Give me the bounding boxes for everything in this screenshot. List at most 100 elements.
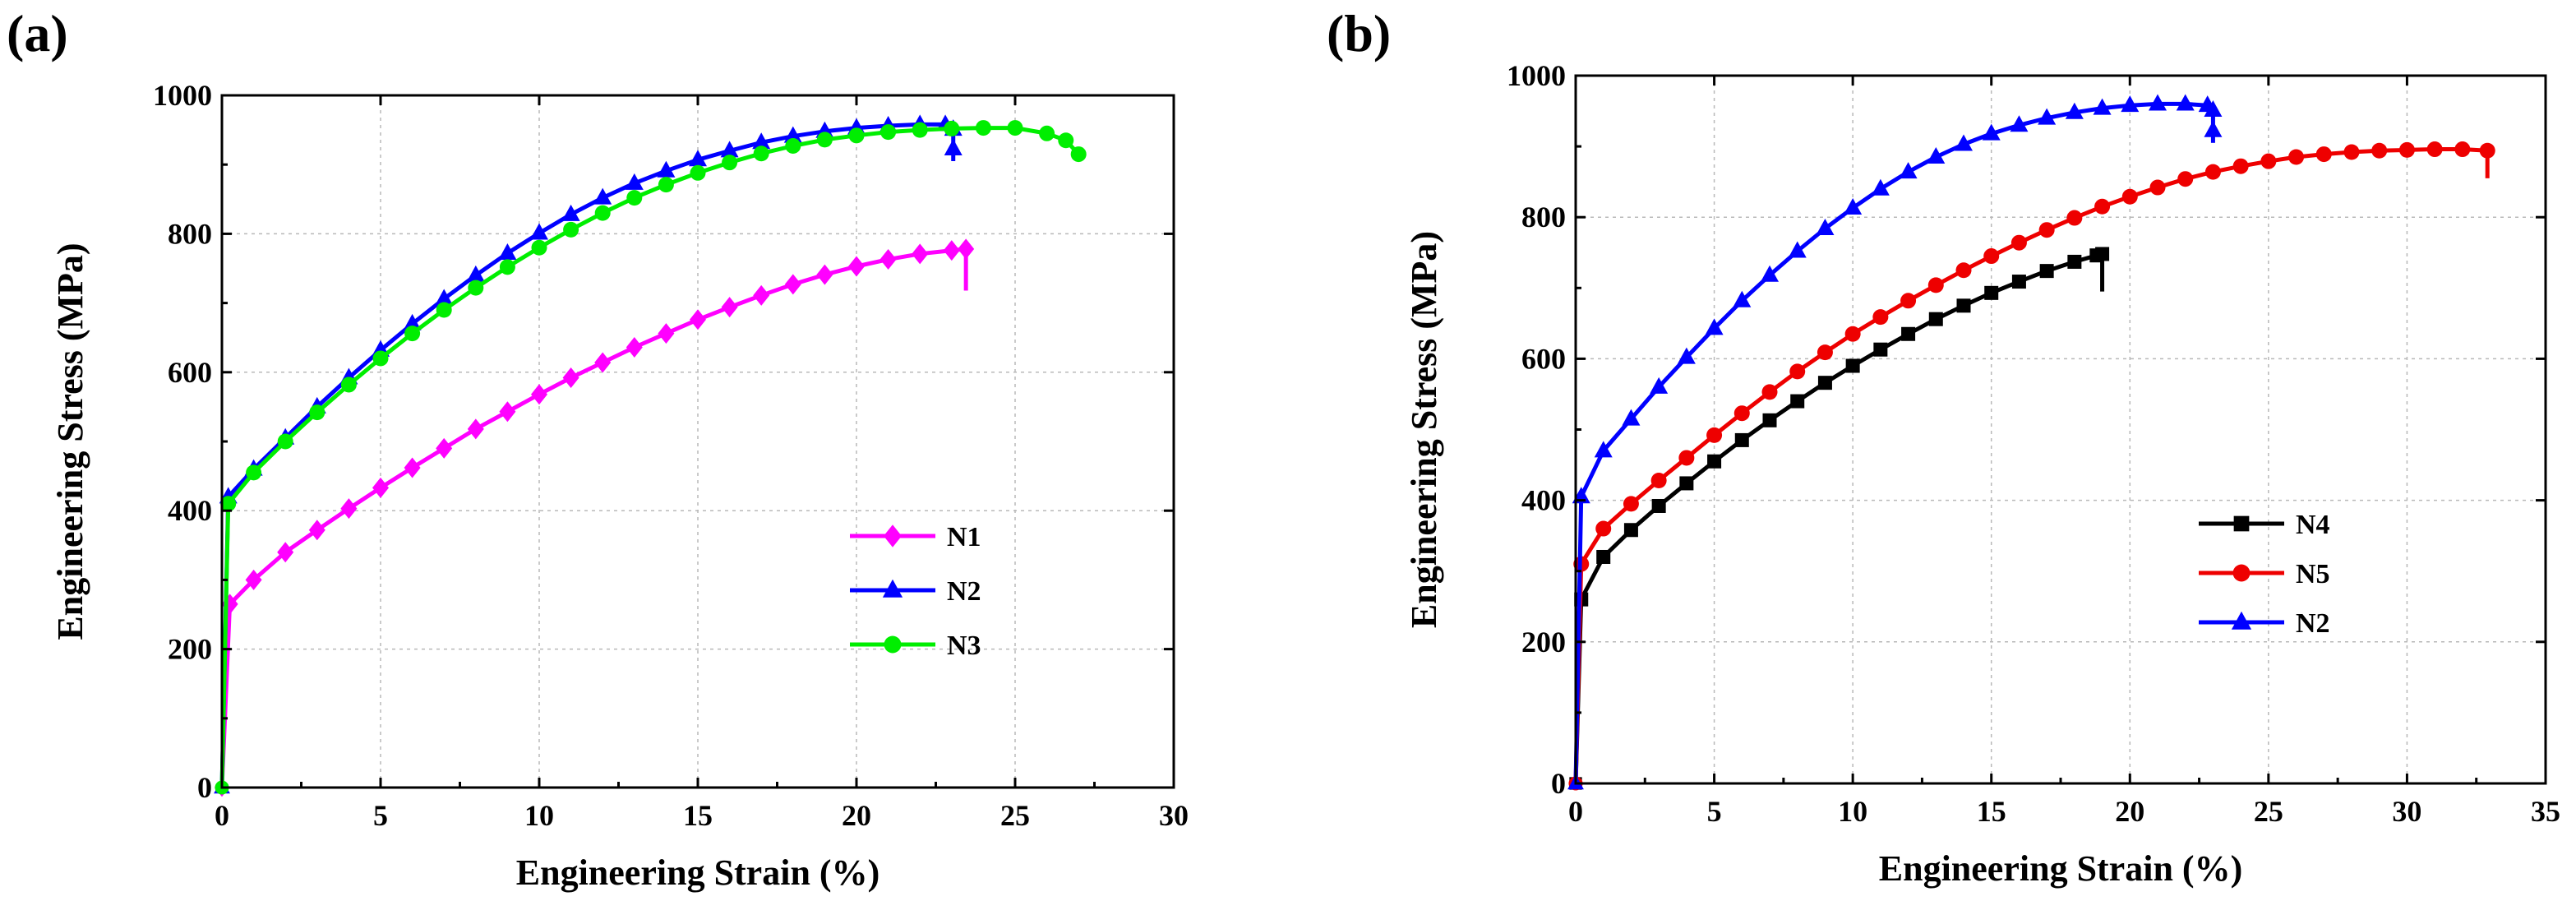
data-point bbox=[816, 132, 833, 148]
data-point bbox=[594, 352, 612, 373]
data-point bbox=[531, 239, 547, 256]
data-point bbox=[308, 520, 325, 541]
data-point bbox=[1596, 549, 1611, 564]
data-point bbox=[1927, 277, 1944, 293]
x-tick-label: 25 bbox=[2254, 795, 2283, 828]
data-point bbox=[848, 127, 865, 144]
data-point bbox=[1983, 248, 2000, 265]
series-line-n3 bbox=[219, 126, 1081, 788]
data-point bbox=[309, 404, 325, 421]
data-point bbox=[563, 221, 579, 238]
data-point bbox=[783, 126, 802, 143]
data-point bbox=[372, 350, 389, 367]
x-tick-label: 0 bbox=[1568, 795, 1583, 828]
x-tick-label: 35 bbox=[2531, 795, 2560, 828]
y-tick-label: 600 bbox=[168, 356, 212, 389]
series-line-n2 bbox=[1573, 101, 2215, 784]
data-point bbox=[340, 498, 358, 520]
data-point bbox=[658, 323, 675, 344]
data-point bbox=[2204, 164, 2221, 180]
legend-marker bbox=[2233, 515, 2250, 532]
data-point bbox=[975, 120, 991, 136]
legend-label: N5 bbox=[2296, 559, 2330, 589]
x-tick-label: 15 bbox=[1977, 795, 2006, 828]
data-point bbox=[1790, 394, 1805, 409]
data-point bbox=[2371, 142, 2388, 159]
x-tick-label: 10 bbox=[1838, 795, 1867, 828]
data-point bbox=[626, 336, 643, 358]
series-n5-b bbox=[1568, 141, 2495, 791]
data-point bbox=[468, 280, 484, 296]
data-point bbox=[2095, 247, 2110, 261]
y-tick-label: 600 bbox=[1521, 342, 1566, 375]
data-point bbox=[625, 173, 644, 190]
data-point bbox=[245, 569, 262, 590]
data-point bbox=[277, 433, 293, 450]
x-tick-label: 5 bbox=[373, 799, 388, 832]
data-point bbox=[2398, 141, 2415, 158]
data-point bbox=[1651, 498, 1666, 513]
data-point bbox=[880, 124, 897, 141]
data-point bbox=[626, 190, 643, 206]
data-point bbox=[690, 309, 706, 330]
legend-marker bbox=[884, 524, 902, 547]
x-tick-label: 20 bbox=[2115, 795, 2144, 828]
legend-marker bbox=[884, 635, 902, 654]
x-tick-label: 15 bbox=[683, 799, 713, 832]
data-point bbox=[2176, 94, 2195, 111]
data-point bbox=[753, 284, 770, 306]
y-tick-label: 200 bbox=[168, 633, 212, 666]
data-point bbox=[1623, 496, 1639, 512]
data-point bbox=[958, 238, 975, 260]
series-n2-a bbox=[214, 114, 963, 794]
data-point bbox=[720, 141, 739, 158]
x-tick-label: 30 bbox=[1159, 799, 1189, 832]
y-tick-label: 800 bbox=[168, 217, 212, 250]
x-tick-label: 20 bbox=[842, 799, 871, 832]
data-point bbox=[943, 240, 960, 261]
series-line-n1 bbox=[219, 247, 967, 788]
data-point bbox=[1955, 134, 1973, 151]
data-point bbox=[912, 122, 928, 138]
x-tick-label: 25 bbox=[1000, 799, 1030, 832]
data-point bbox=[722, 155, 738, 171]
data-point bbox=[1623, 523, 1638, 538]
data-point bbox=[1871, 178, 1890, 196]
data-point bbox=[1594, 441, 1613, 458]
chart-panel-a: 0 5 10 15 20 25 30 0 200 400 600 800 1000 Engineerin… bbox=[50, 79, 1189, 893]
data-point bbox=[1873, 342, 1888, 357]
data-point bbox=[2094, 198, 2111, 215]
data-point bbox=[2065, 102, 2084, 119]
data-point bbox=[1899, 162, 1918, 179]
data-point bbox=[530, 223, 548, 240]
data-point bbox=[2232, 158, 2249, 174]
data-point bbox=[1956, 298, 1971, 313]
data-point bbox=[1650, 472, 1667, 488]
data-point bbox=[561, 204, 580, 221]
data-point bbox=[404, 326, 421, 342]
legend-marker bbox=[2232, 564, 2251, 582]
data-point bbox=[785, 137, 801, 154]
chart-panel-b: 0 5 10 15 20 25 30 35 0 200 400 600 800 1000 Engineer… bbox=[1404, 59, 2560, 889]
data-point bbox=[1984, 285, 1999, 300]
data-point bbox=[2010, 234, 2027, 251]
data-point bbox=[403, 313, 422, 330]
fracture-arrow-marker bbox=[2204, 120, 2223, 137]
data-point bbox=[1679, 476, 1694, 491]
data-point bbox=[1762, 413, 1777, 427]
legend-label: N1 bbox=[947, 522, 981, 552]
data-point bbox=[2343, 144, 2360, 160]
data-point bbox=[531, 384, 547, 405]
data-point bbox=[1678, 450, 1695, 466]
data-point bbox=[816, 264, 833, 285]
data-point bbox=[2454, 141, 2471, 158]
data-point bbox=[1900, 293, 1917, 309]
panel-label-b: (b) bbox=[1327, 4, 1391, 62]
data-point bbox=[435, 289, 454, 306]
data-point bbox=[1816, 218, 1835, 235]
data-point bbox=[848, 256, 865, 277]
data-point bbox=[1789, 363, 1806, 380]
data-point bbox=[498, 243, 517, 260]
x-tick-label: 10 bbox=[524, 799, 554, 832]
